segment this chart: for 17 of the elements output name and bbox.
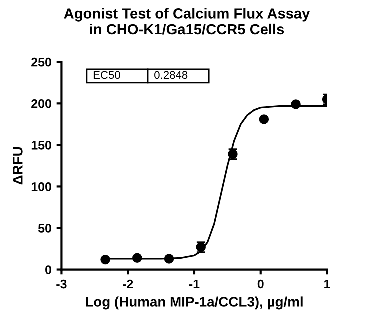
point: [259, 114, 270, 124]
x-axis-title: Log (Human MIP-1a/CCL3), µg/ml: [86, 296, 303, 310]
x-tick-label: -2: [123, 280, 134, 289]
chart-title: Agonist Test of Calcium Flux Assay in CHO-K1/Ga15/CCR5 Cells: [64, 8, 310, 35]
y-tick-label: 0: [46, 266, 52, 274]
y-tick-label: 250: [32, 58, 52, 67]
annotation: 0.2848: [154, 71, 188, 80]
x-tick-label: -3: [56, 280, 67, 289]
annotation: EC50: [94, 71, 120, 80]
y-axis-title: ΔRFU: [13, 148, 23, 185]
y-tick-label: 50: [38, 224, 52, 233]
x-tick-label: 1: [324, 280, 330, 289]
y-tick-label: 100: [32, 182, 52, 192]
y-tick-label: 200: [32, 99, 52, 108]
y-tick-label: 150: [32, 140, 52, 150]
x-tick-label: 0: [258, 280, 264, 289]
x-tick-label: -1: [189, 280, 200, 289]
